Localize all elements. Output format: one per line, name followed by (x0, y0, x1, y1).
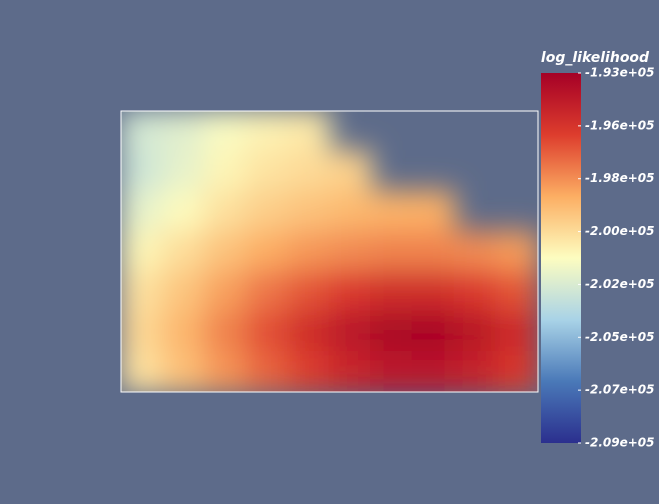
cell (495, 230, 538, 273)
cell (245, 230, 289, 273)
cell (411, 270, 456, 313)
cell (411, 190, 456, 233)
cell (411, 350, 456, 392)
cell (411, 310, 456, 353)
colorbar-tick-label: -1.93e+05 (585, 66, 654, 80)
cell (286, 350, 331, 392)
cell (121, 350, 164, 392)
colorbar (541, 73, 581, 443)
colorbar-tick-label: -2.05e+05 (585, 330, 654, 344)
plot-border (120, 110, 539, 393)
cell (245, 111, 289, 153)
colorbar-tick-label: -1.98e+05 (585, 171, 654, 185)
cell (370, 270, 414, 313)
cell (121, 150, 164, 193)
colorbar-tick-label: -2.00e+05 (585, 224, 654, 238)
cell (286, 230, 331, 273)
cell (328, 230, 373, 273)
cell (370, 230, 414, 273)
cell (286, 310, 331, 353)
cell (453, 310, 498, 353)
colorbar-title: log_likelihood (541, 50, 650, 66)
cell (495, 350, 538, 392)
cell (245, 350, 289, 392)
cell (453, 230, 498, 273)
cell (161, 230, 206, 273)
cell (121, 270, 164, 313)
cell (453, 350, 498, 392)
field (121, 111, 538, 392)
cell (161, 150, 206, 193)
cell (411, 230, 456, 273)
cell (245, 310, 289, 353)
colorbar-tick-label: -2.02e+05 (585, 277, 654, 291)
cell (328, 310, 373, 353)
cell (370, 310, 414, 353)
cell (161, 111, 206, 153)
cell (161, 190, 206, 233)
cell (203, 310, 248, 353)
cell (328, 350, 373, 392)
colorbar-tick-label: -2.09e+05 (585, 436, 654, 450)
cell (328, 190, 373, 233)
cell (495, 270, 538, 313)
cell (121, 190, 164, 233)
cell (203, 230, 248, 273)
cell (286, 270, 331, 313)
cell (495, 310, 538, 353)
cell (370, 190, 414, 233)
cell (286, 150, 331, 193)
cell (286, 111, 331, 153)
cell (121, 230, 164, 273)
plot-area (121, 111, 538, 392)
cell (203, 190, 248, 233)
cell (328, 150, 373, 193)
cell (161, 270, 206, 313)
cell (453, 270, 498, 313)
cell (121, 310, 164, 353)
cell (328, 270, 373, 313)
cell (121, 111, 164, 153)
cell (161, 350, 206, 392)
cell (370, 350, 414, 392)
cell (203, 150, 248, 193)
cell (203, 270, 248, 313)
colorbar-tick-label: -2.07e+05 (585, 383, 654, 397)
cell (161, 310, 206, 353)
cell (245, 190, 289, 233)
cell (203, 111, 248, 153)
cell (286, 190, 331, 233)
cell (203, 350, 248, 392)
cell (245, 150, 289, 193)
colorbar-tick-label: -1.96e+05 (585, 118, 654, 132)
cell (245, 270, 289, 313)
